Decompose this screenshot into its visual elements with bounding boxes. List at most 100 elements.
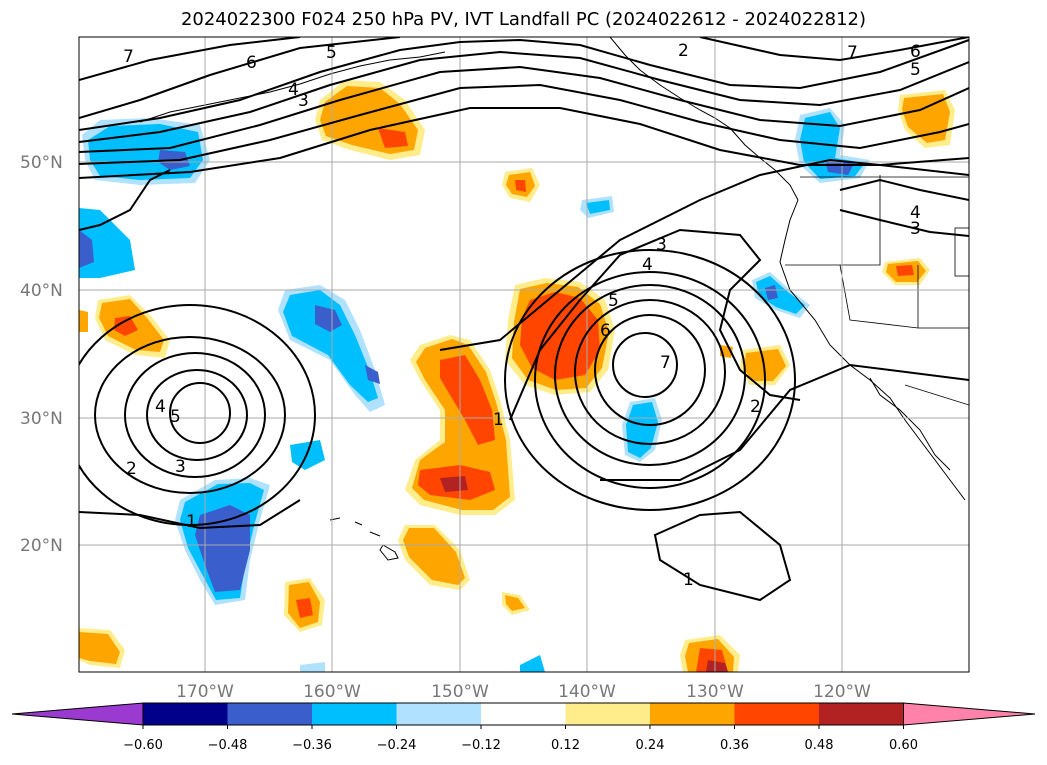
contour-c-1 xyxy=(504,249,796,511)
contour-c-7 xyxy=(612,332,678,398)
colorbar-segment xyxy=(227,703,312,725)
contour-label: 4 xyxy=(910,203,921,223)
colorbar-tick-label: 0.60 xyxy=(889,738,918,753)
contour-label: 5 xyxy=(910,60,921,80)
contour-label: 5 xyxy=(608,291,619,311)
colorbar-tick-label: 0.24 xyxy=(636,738,665,753)
negative-anomaly-shade xyxy=(825,160,855,175)
us-mexico-border xyxy=(904,384,969,406)
lon-label-150w: 150°W xyxy=(431,682,489,702)
contour-e-box xyxy=(839,178,969,237)
lon-label-160w: 160°W xyxy=(303,682,361,702)
contour-label: 2 xyxy=(678,41,689,61)
lat-label-40n: 40°N xyxy=(20,281,63,301)
negative-anomaly-shade xyxy=(315,305,342,332)
baja-california xyxy=(869,377,951,471)
negative-anomaly-shade xyxy=(365,365,380,384)
positive-anomaly-shade xyxy=(515,180,526,192)
negative-anomaly-shade xyxy=(283,290,378,402)
contour-c-3 xyxy=(554,284,746,466)
contour-label: 7 xyxy=(847,43,858,63)
contour-2-w xyxy=(79,169,171,231)
positive-anomaly-shade xyxy=(744,349,786,381)
negative-anomaly-shade xyxy=(300,662,325,672)
contour-label: 2 xyxy=(126,459,137,479)
contour-label: 3 xyxy=(175,457,186,477)
contour-labels: 7 6 5 4 3 7 6 5 4 3 5 4 3 2 1 1 2 3 4 5 … xyxy=(123,41,921,590)
positive-anomaly-shade xyxy=(296,598,313,618)
colorbar-tick-label: −0.60 xyxy=(123,738,163,753)
great-lakes-box xyxy=(954,227,969,277)
negative-anomaly-shade xyxy=(756,276,805,314)
positive-anomaly-shade xyxy=(114,316,138,336)
negative-anomaly-shade xyxy=(79,230,94,268)
state-border xyxy=(785,175,881,266)
colorbar-extend-max xyxy=(903,702,1036,726)
lat-label-30n: 30°N xyxy=(20,409,63,429)
contour-label: 3 xyxy=(298,91,309,111)
positive-anomaly-shade xyxy=(902,94,950,143)
contour-label: 5 xyxy=(170,407,181,427)
positive-anomaly-shade xyxy=(79,310,88,332)
colorbar-segment xyxy=(734,703,819,725)
contour-w-2 xyxy=(94,336,286,494)
contour-label: 1 xyxy=(683,570,694,590)
contour-5 xyxy=(79,38,969,131)
contour-label: 1 xyxy=(493,410,504,430)
lat-label-20n: 20°N xyxy=(20,536,63,556)
lon-label-170w: 170°W xyxy=(176,682,234,702)
colorbar-tick-label: 0.12 xyxy=(551,738,580,753)
positive-anomaly-shade xyxy=(79,632,120,664)
positive-anomaly-shade xyxy=(440,476,468,492)
contour-label: 4 xyxy=(642,255,653,275)
lat-label-50n: 50°N xyxy=(20,153,63,173)
contour-7-ne xyxy=(699,37,969,62)
contour-4 xyxy=(79,50,969,143)
colorbar-extend-min xyxy=(11,702,144,726)
positive-anomaly-shade xyxy=(706,660,728,672)
colorbar-tick-label: 0.36 xyxy=(720,738,749,753)
contour-label: 6 xyxy=(910,42,921,62)
colorbar-segment xyxy=(819,703,904,725)
north-america-coast xyxy=(779,199,966,501)
colorbar-tick-label: −0.48 xyxy=(208,738,248,753)
gridlines xyxy=(79,37,969,672)
contour-1-se xyxy=(653,510,792,602)
contour-7 xyxy=(79,37,301,81)
negative-anomaly-shade xyxy=(765,285,778,300)
contour-1-south xyxy=(79,499,301,530)
state-border xyxy=(839,264,969,329)
contour-c-4 xyxy=(574,299,726,445)
negative-anomaly-shade xyxy=(586,200,610,214)
contour-c-2 xyxy=(534,271,766,489)
contour-w-4 xyxy=(146,369,248,461)
colorbar-segment xyxy=(312,703,397,725)
contour-w-5 xyxy=(169,382,231,444)
negative-anomaly-shade xyxy=(520,655,545,672)
map-frame xyxy=(78,36,970,673)
contour-label: 1 xyxy=(186,512,197,532)
contour-1 xyxy=(79,107,969,179)
lon-label-120w: 120°W xyxy=(813,682,871,702)
contour-label: 5 xyxy=(326,43,337,63)
aleutian-islands xyxy=(139,51,446,123)
contour-label: 4 xyxy=(288,80,299,100)
pv-contours xyxy=(79,37,969,602)
contour-3 xyxy=(79,65,969,153)
positive-anomaly-shade xyxy=(505,595,525,611)
contour-c-5 xyxy=(594,314,706,426)
contour-label: 2 xyxy=(750,397,761,417)
positive-anomaly-shade xyxy=(403,528,465,585)
colorbar-tick-label: 0.48 xyxy=(805,738,834,753)
positive-anomaly-shade xyxy=(440,355,495,445)
hawaiian-islands xyxy=(329,517,399,561)
contour-label: 6 xyxy=(600,321,611,341)
lon-label-130w: 130°W xyxy=(686,682,744,702)
contour-w-3 xyxy=(124,352,266,478)
positive-anomaly-shade xyxy=(896,265,914,276)
colorbar: −0.60 −0.48 −0.36 −0.24 −0.12 0.12 0.24 0.36 0.4… xyxy=(11,702,1036,753)
positive-anomaly-shade xyxy=(412,339,510,510)
colorbar-segment xyxy=(396,703,481,725)
colorbar-tick-label: −0.12 xyxy=(461,738,501,753)
